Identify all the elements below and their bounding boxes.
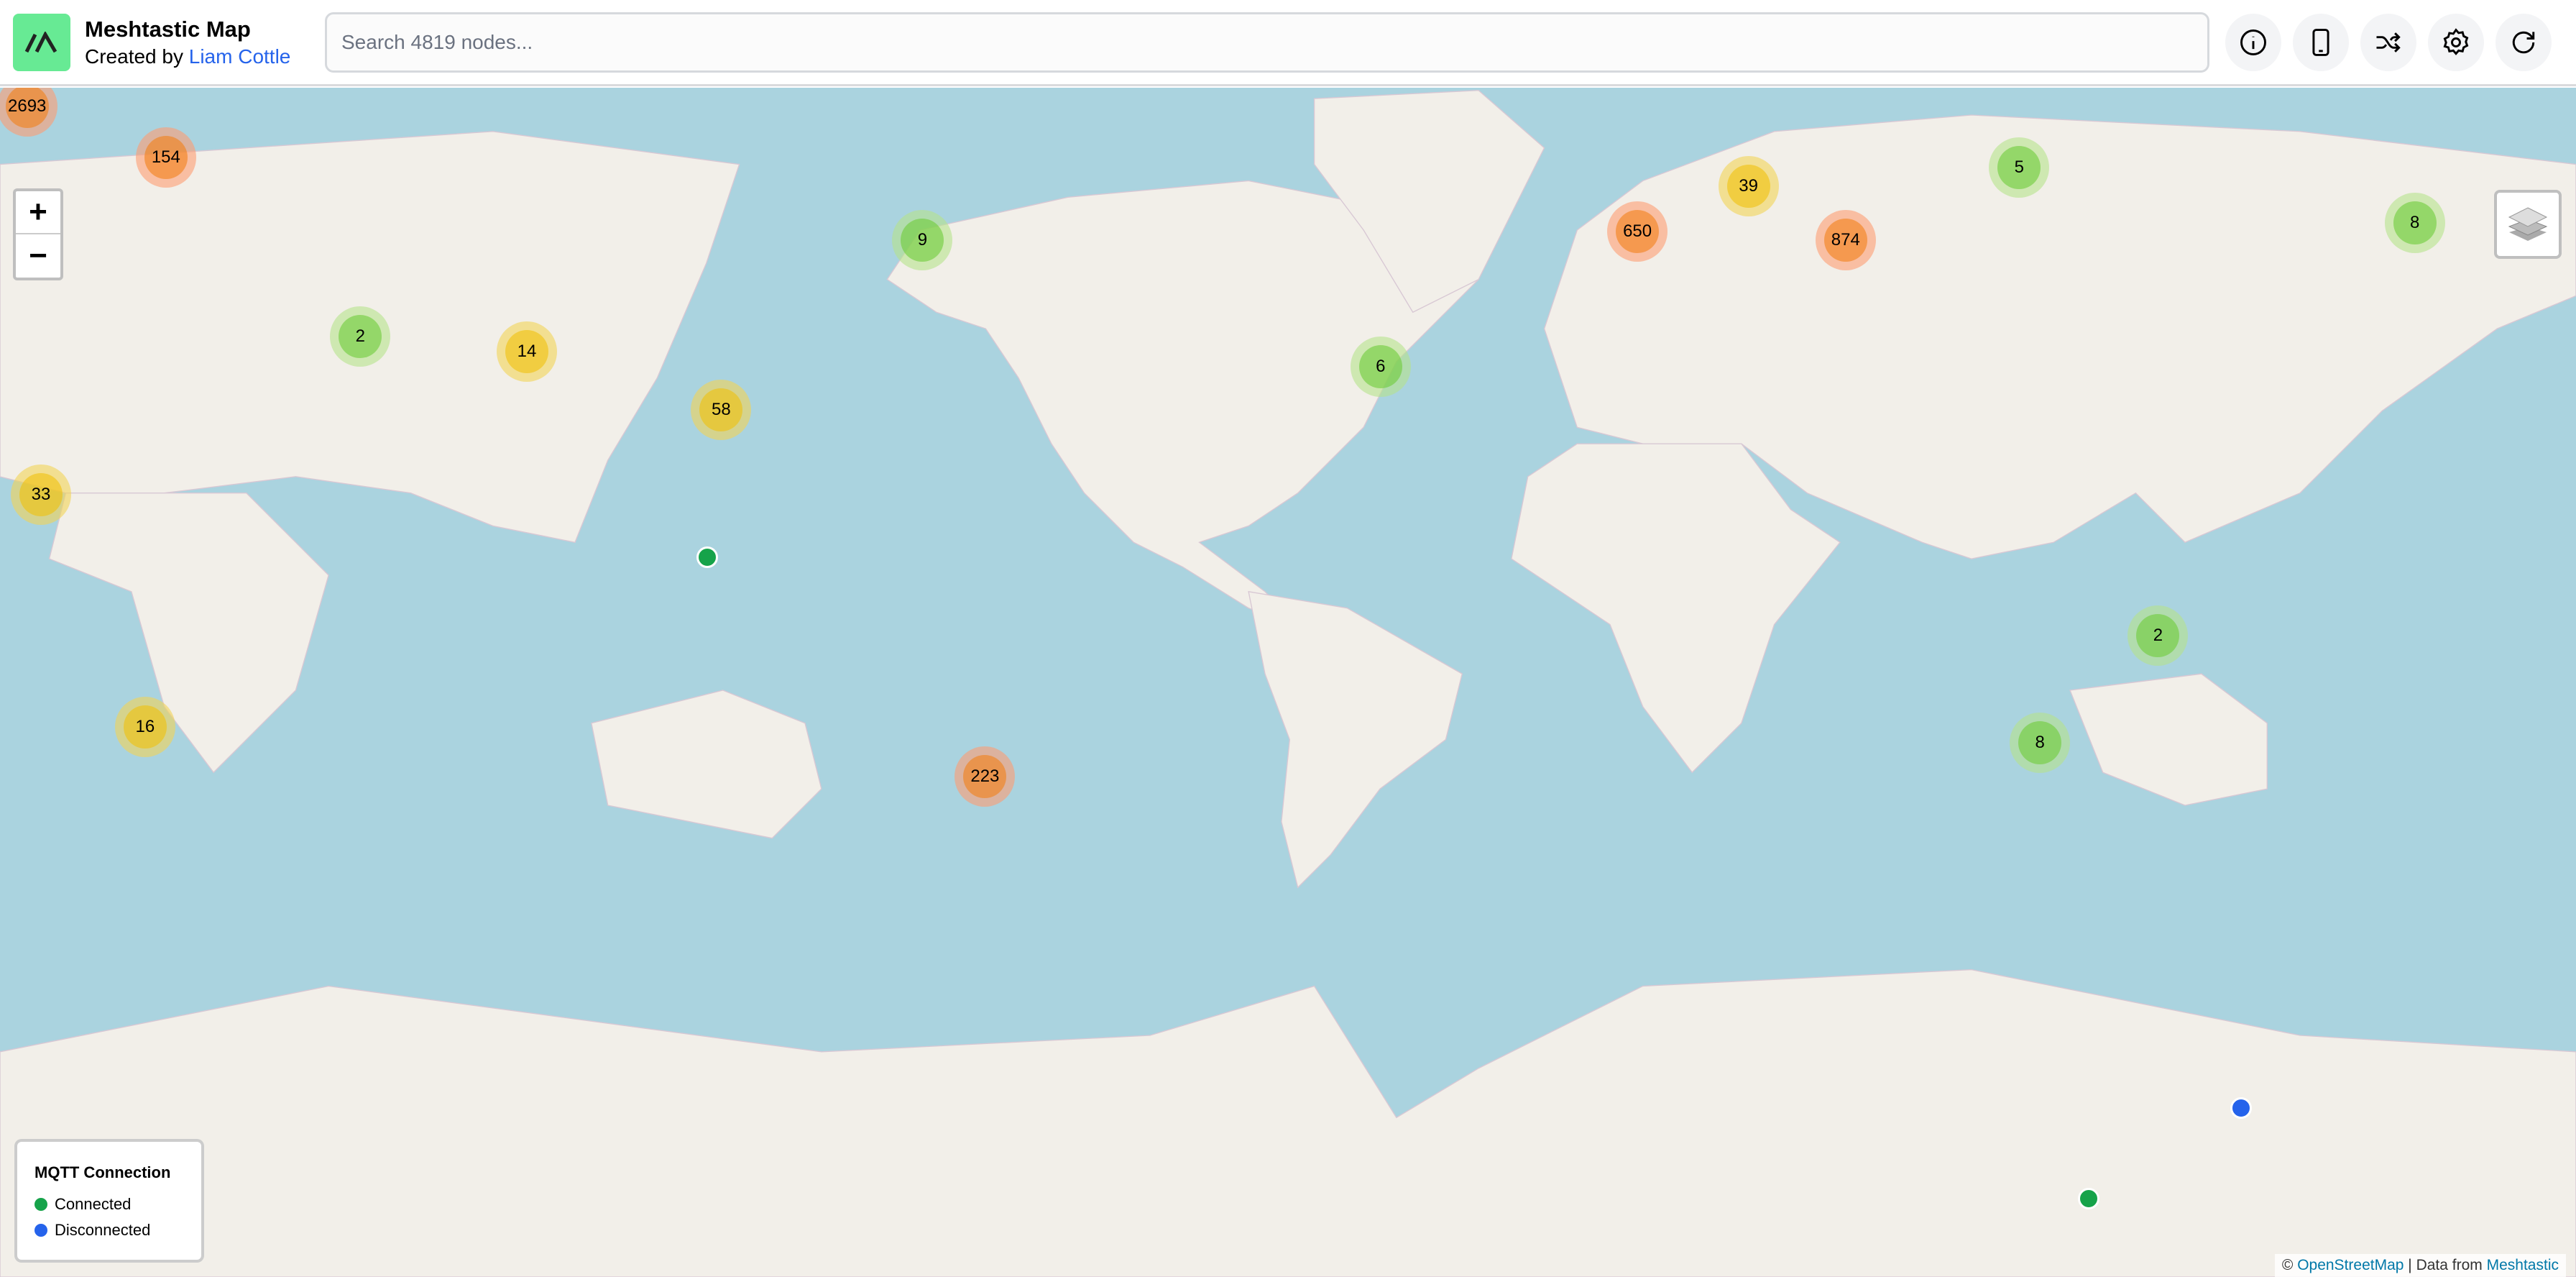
attribution: © OpenStreetMap | Data from Meshtastic	[2274, 1254, 2566, 1277]
copyright-symbol: ©	[2281, 1257, 2294, 1273]
cluster-count: 874	[1823, 218, 1867, 262]
node-cluster[interactable]: 5	[1989, 137, 2050, 198]
cluster-count: 5	[1997, 145, 2041, 189]
node-cluster[interactable]: 16	[114, 696, 175, 757]
refresh-button[interactable]	[2496, 13, 2552, 71]
cluster-count: 58	[699, 388, 743, 432]
node-cluster[interactable]: 9	[892, 209, 953, 270]
legend-item-connected: Connected	[34, 1195, 184, 1214]
zoom-out-button[interactable]: −	[29, 238, 47, 273]
cluster-count: 223	[963, 755, 1007, 799]
legend-title: MQTT Connection	[34, 1163, 171, 1181]
node-cluster[interactable]: 8	[2384, 192, 2445, 253]
cluster-count: 16	[123, 705, 167, 749]
created-by-label: Created by	[85, 45, 183, 68]
node-cluster[interactable]: 223	[954, 746, 1016, 807]
refresh-icon	[2512, 31, 2535, 53]
disconnected-dot-icon	[34, 1224, 47, 1237]
node-cluster[interactable]: 8	[2010, 713, 2071, 774]
cluster-count: 14	[505, 330, 549, 374]
node-marker-connected[interactable]	[2077, 1188, 2099, 1210]
cluster-count: 6	[1358, 344, 1402, 388]
cluster-count: 33	[19, 472, 63, 516]
header: Meshtastic Map Created by Liam Cottle	[0, 0, 2576, 86]
cluster-count: 650	[1616, 209, 1660, 253]
cluster-count: 9	[901, 218, 944, 262]
attribution-text: | Data from	[2408, 1257, 2483, 1273]
logo-icon	[24, 31, 58, 52]
zoom-in-button[interactable]: +	[16, 191, 60, 234]
cluster-count: 2	[339, 315, 382, 359]
node-cluster[interactable]: 650	[1607, 201, 1668, 262]
world-map[interactable]: + − 911269315453965087498142586332168223	[0, 88, 2576, 1277]
cluster-count: 2693	[5, 88, 49, 128]
shuffle-icon	[2376, 32, 2401, 52]
node-cluster[interactable]: 2693	[0, 88, 58, 137]
cluster-count: 39	[1726, 165, 1770, 209]
node-marker-disconnected[interactable]	[2230, 1097, 2253, 1119]
layers-button[interactable]	[2494, 190, 2562, 259]
search-input[interactable]	[325, 12, 2209, 73]
info-icon	[2240, 29, 2266, 55]
meshtastic-link[interactable]: Meshtastic	[2486, 1257, 2559, 1273]
cluster-count: 8	[2018, 721, 2062, 765]
phone-icon	[2312, 28, 2329, 56]
author-link[interactable]: Liam Cottle	[188, 45, 291, 68]
node-cluster[interactable]: 58	[691, 380, 752, 441]
zoom-control: + −	[13, 188, 63, 280]
node-cluster[interactable]: 39	[1718, 156, 1779, 217]
app-title: Meshtastic Map	[85, 16, 251, 42]
settings-button[interactable]	[2428, 13, 2484, 71]
node-cluster[interactable]: 14	[497, 321, 558, 383]
node-cluster[interactable]: 874	[1815, 209, 1876, 270]
node-cluster[interactable]: 154	[135, 127, 196, 188]
cluster-count: 8	[2393, 201, 2437, 244]
legend-label: Connected	[55, 1195, 132, 1213]
node-cluster[interactable]: 33	[11, 464, 72, 525]
shuffle-button[interactable]	[2360, 13, 2416, 71]
node-cluster[interactable]: 6	[1350, 336, 1411, 397]
legend-item-disconnected: Disconnected	[34, 1221, 184, 1240]
node-cluster[interactable]: 2	[330, 306, 391, 367]
map-tiles	[0, 90, 2576, 1277]
gear-icon	[2443, 27, 2469, 55]
node-cluster[interactable]: 2	[2128, 605, 2189, 666]
cluster-count: 2	[2136, 613, 2180, 657]
device-button[interactable]	[2293, 13, 2349, 71]
layers-icon	[2508, 207, 2548, 241]
mqtt-legend: MQTT Connection Connected Disconnected	[14, 1139, 204, 1263]
legend-label: Disconnected	[55, 1221, 151, 1239]
meshtastic-logo[interactable]	[13, 13, 70, 71]
info-button[interactable]	[2225, 13, 2281, 71]
cluster-count: 154	[144, 136, 188, 180]
connected-dot-icon	[34, 1198, 47, 1211]
openstreetmap-link[interactable]: OpenStreetMap	[2297, 1257, 2404, 1273]
node-marker-connected[interactable]	[696, 546, 719, 568]
